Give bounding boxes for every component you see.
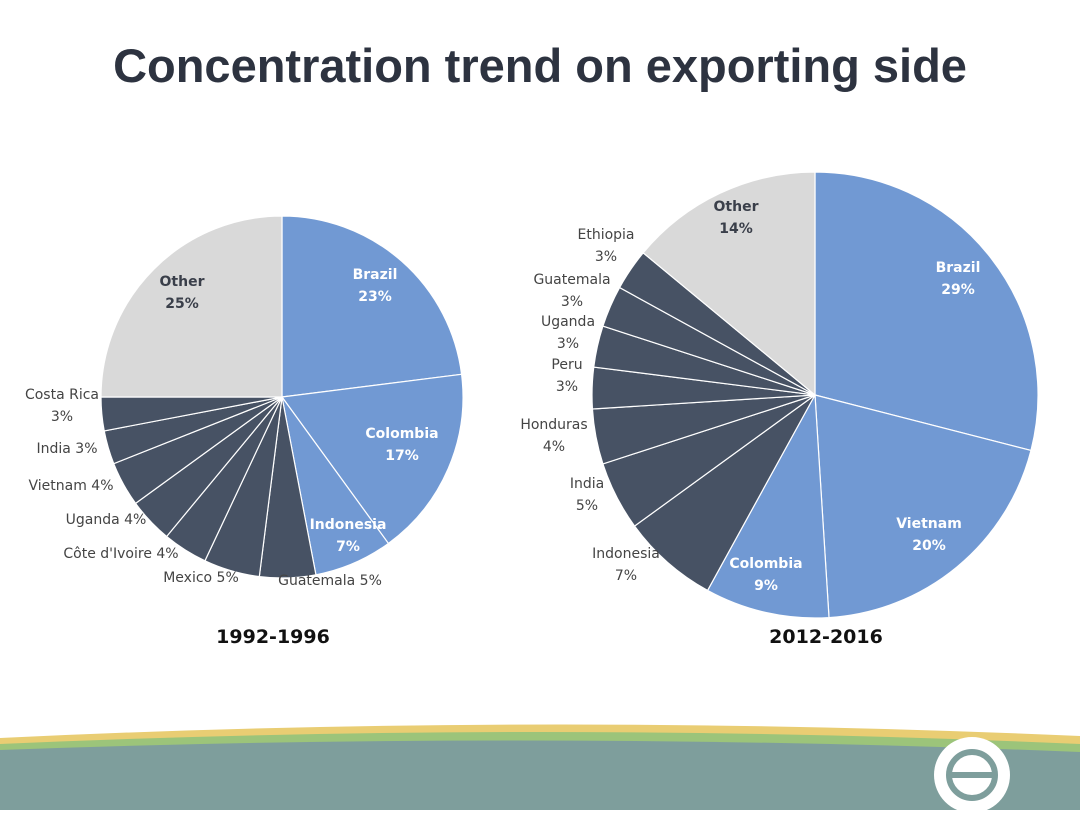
label-1992-1996-costa-rica: Costa Rica 3% (25, 387, 99, 425)
slide-title: Concentration trend on exporting side (113, 39, 967, 92)
label-2012-2016-ethiopia: Ethiopia 3% (577, 227, 634, 265)
slice-2012-2016-vietnam (814, 394, 1032, 619)
slice-1992-1996-other (100, 215, 283, 398)
label-1992-1996-colombia: Colombia 17% (365, 426, 438, 464)
label-1992-1996-other: Other 25% (160, 274, 205, 312)
label-2012-2016-guatemala: Guatemala 3% (533, 272, 610, 310)
slice-1992-1996-brazil (281, 215, 463, 398)
footer-band (0, 724, 1080, 810)
label-2012-2016-brazil: Brazil 29% (936, 260, 981, 298)
label-1992-1996-brazil: Brazil 23% (353, 267, 398, 305)
footer-teal-band (0, 740, 1080, 810)
slice-1992-1996-colombia (280, 373, 464, 545)
label-1992-1996-indonesia: Indonesia 7% (310, 517, 387, 555)
logo-icon (946, 749, 998, 801)
pie-charts: Brazil 23% Colombia 17% Indonesia 7% Guatemala… (25, 171, 1039, 619)
label-2012-2016-india: India 5% (570, 476, 604, 514)
label-1992-1996-uganda: Uganda 4% (66, 512, 147, 528)
period-label-1992-1996: 1992-1996 (216, 626, 330, 648)
label-1992-1996-india: India 3% (36, 441, 97, 457)
label-1992-1996-vietnam: Vietnam 4% (28, 478, 113, 494)
label-2012-2016-other: Other 14% (714, 199, 759, 237)
slice-2012-2016-colombia (706, 392, 830, 619)
period-label-2012-2016: 2012-2016 (769, 626, 883, 648)
label-2012-2016-peru: Peru 3% (551, 357, 582, 395)
label-2012-2016-honduras: Honduras 4% (520, 417, 587, 455)
label-2012-2016-colombia: Colombia 9% (729, 556, 802, 594)
slice-2012-2016-other (642, 171, 816, 397)
label-1992-1996-guatemala: Guatemala 5% (278, 573, 382, 589)
label-2012-2016-vietnam: Vietnam 20% (896, 516, 962, 554)
logo-badge (934, 737, 1010, 813)
label-2012-2016-uganda: Uganda 3% (541, 314, 595, 352)
slice-2012-2016-brazil (814, 171, 1039, 452)
label-1992-1996-c-te-d-ivoire: Côte d'Ivoire 4% (63, 546, 178, 562)
label-1992-1996-mexico: Mexico 5% (163, 570, 239, 586)
label-2012-2016-indonesia: Indonesia 7% (592, 546, 660, 584)
